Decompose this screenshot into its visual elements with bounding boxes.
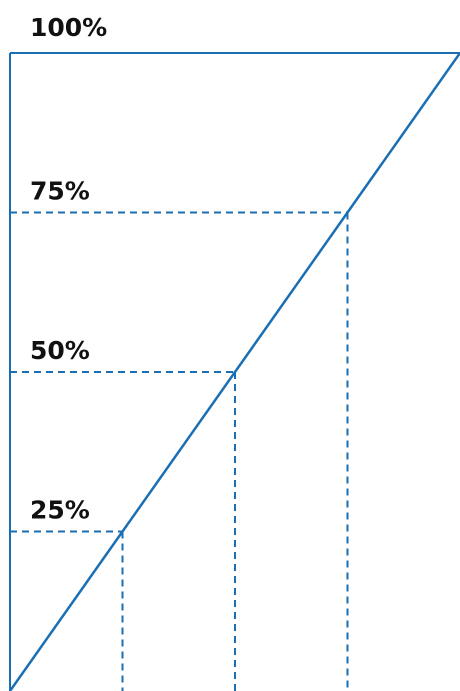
- label-100: 100%: [30, 13, 107, 42]
- diagonal-line: [8, 52, 460, 691]
- label-75: 75%: [30, 177, 90, 206]
- label-50: 50%: [30, 336, 90, 365]
- label-25: 25%: [30, 496, 90, 525]
